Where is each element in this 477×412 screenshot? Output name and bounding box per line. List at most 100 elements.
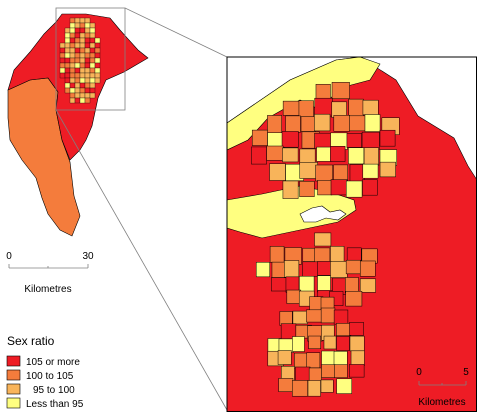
inset-suburbs xyxy=(251,82,400,397)
suburb-area xyxy=(292,380,308,397)
suburb-area xyxy=(69,77,76,84)
suburb-area xyxy=(84,32,91,39)
inset-scale-bar: 0 5 Kilometres xyxy=(416,367,469,408)
suburb-area xyxy=(79,97,86,104)
overview-map xyxy=(7,7,149,237)
suburb-area xyxy=(306,309,322,323)
suburb-area xyxy=(84,27,91,34)
suburb-area xyxy=(314,232,332,247)
suburb-area xyxy=(308,367,322,383)
suburb-area xyxy=(346,133,362,148)
suburb-area xyxy=(89,47,96,54)
suburb-area xyxy=(59,72,66,79)
suburb-area xyxy=(79,57,86,64)
suburb-area xyxy=(349,335,365,352)
suburb-area xyxy=(84,97,91,104)
suburb-area xyxy=(84,37,91,44)
suburb-area xyxy=(379,161,396,178)
suburb-area xyxy=(79,32,86,39)
suburb-area xyxy=(89,52,96,59)
overview-scale-end: 30 xyxy=(82,251,94,262)
suburb-area xyxy=(69,82,76,89)
suburb-area xyxy=(307,380,321,397)
suburb-area xyxy=(69,42,76,49)
suburb-area xyxy=(69,87,76,94)
suburb-area xyxy=(299,162,318,179)
suburb-area xyxy=(320,379,334,393)
suburb-area xyxy=(349,115,366,132)
suburb-area xyxy=(84,57,91,64)
suburb-area xyxy=(74,42,81,49)
suburb-area xyxy=(64,37,71,44)
suburb-area xyxy=(89,92,96,99)
suburb-area xyxy=(84,52,91,59)
suburb-area xyxy=(74,57,81,64)
suburb-area xyxy=(74,92,81,99)
suburb-area xyxy=(79,92,86,99)
suburb-area xyxy=(64,87,71,94)
suburb-area xyxy=(315,83,331,100)
suburb-area xyxy=(64,47,71,54)
suburb-area xyxy=(330,179,348,196)
suburb-area xyxy=(333,351,348,367)
legend-item: Less than 95 xyxy=(6,397,84,410)
suburb-area xyxy=(316,146,333,162)
suburb-area xyxy=(74,52,81,59)
suburb-area xyxy=(69,57,76,64)
suburb-area xyxy=(94,72,101,79)
suburb-area xyxy=(362,179,378,196)
suburb-area xyxy=(64,32,71,39)
suburb-area xyxy=(284,260,300,278)
suburb-area xyxy=(269,163,286,181)
suburb-area xyxy=(89,27,96,34)
suburb-area xyxy=(84,87,91,94)
suburb-area xyxy=(321,364,336,378)
guide-line-bottom xyxy=(55,109,228,411)
suburb-area xyxy=(302,261,320,277)
suburb-area xyxy=(363,147,379,166)
suburb-area xyxy=(317,275,331,293)
suburb-area xyxy=(282,180,299,199)
suburb-area xyxy=(74,27,81,34)
suburb-area xyxy=(361,131,380,150)
suburb-area xyxy=(79,27,86,34)
overview-scale-unit: Kilometres xyxy=(24,284,71,295)
suburb-area xyxy=(79,87,86,94)
suburb-area xyxy=(345,180,363,198)
suburb-area xyxy=(74,17,81,24)
suburb-area xyxy=(271,277,287,292)
suburb-area xyxy=(89,32,96,39)
suburb-area xyxy=(84,77,91,84)
suburb-area xyxy=(89,37,96,44)
overview-scale-bar: 0 30 Kilometres xyxy=(6,251,94,295)
suburb-area xyxy=(84,22,91,29)
suburb-area xyxy=(84,72,91,79)
suburb-area xyxy=(298,100,314,118)
suburb-area xyxy=(364,114,381,132)
suburb-area xyxy=(89,42,96,49)
suburb-area xyxy=(317,261,332,276)
suburb-area xyxy=(359,260,376,277)
suburb-area xyxy=(74,87,81,94)
suburb-area xyxy=(94,67,101,74)
suburb-area xyxy=(64,27,71,34)
suburb-area xyxy=(69,67,76,74)
suburb-area xyxy=(74,32,81,39)
legend-swatch xyxy=(6,383,21,395)
guide-line-top xyxy=(124,7,228,58)
suburb-area xyxy=(74,47,81,54)
overview-scale-start: 0 xyxy=(6,251,12,262)
suburb-area xyxy=(69,37,76,44)
suburb-area xyxy=(344,277,359,294)
suburb-area xyxy=(321,350,336,367)
suburb-area xyxy=(89,82,96,89)
suburb-area xyxy=(74,77,81,84)
suburb-area xyxy=(64,72,71,79)
suburb-area xyxy=(330,146,346,162)
suburb-area xyxy=(84,47,91,54)
suburb-area xyxy=(251,146,267,165)
lake xyxy=(299,205,347,223)
suburb-area xyxy=(69,97,76,104)
suburb-area xyxy=(59,52,66,59)
suburb-area xyxy=(330,246,345,264)
